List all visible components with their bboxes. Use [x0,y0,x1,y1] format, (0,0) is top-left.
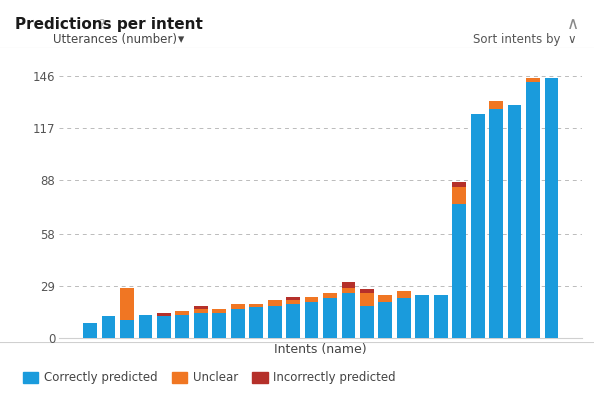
Bar [268,300,282,306]
Bar [175,315,189,338]
Text: Sort intents by  ∨: Sort intents by ∨ [473,33,576,46]
Bar [360,289,374,293]
Bar [231,304,245,309]
Bar [452,187,466,204]
Bar [452,204,466,338]
Text: ▾: ▾ [178,33,185,46]
Bar [194,306,208,309]
Bar [342,282,355,288]
Bar [305,297,318,302]
Legend: Correctly predicted, Unclear, Incorrectly predicted: Correctly predicted, Unclear, Incorrectl… [18,366,401,389]
Bar [157,316,171,338]
Bar [378,302,392,338]
Bar [120,288,134,320]
Text: ?: ? [98,18,105,31]
Bar [342,293,355,338]
Text: Predictions per intent: Predictions per intent [15,17,203,31]
Bar [323,293,337,298]
Bar [526,82,540,338]
Bar [526,78,540,82]
Bar [138,315,153,338]
Bar [508,105,522,338]
Bar [157,313,171,316]
Bar [268,306,282,338]
Bar [194,313,208,338]
Bar [286,297,300,300]
Bar [489,109,503,338]
Bar [415,295,429,338]
Bar [120,320,134,338]
Bar [286,304,300,338]
Text: ∧: ∧ [567,15,579,33]
Bar [212,313,226,338]
Bar [360,293,374,306]
Bar [231,309,245,338]
Bar [434,295,448,338]
Bar [102,316,115,338]
Bar [545,78,558,338]
Bar [452,182,466,187]
Bar [360,306,374,338]
Bar [305,302,318,338]
Bar [286,300,300,304]
Bar [397,298,410,338]
Bar [489,101,503,109]
Bar [342,288,355,293]
Bar [175,311,189,315]
X-axis label: Intents (name): Intents (name) [274,344,367,357]
Bar [249,307,263,338]
Bar [323,298,337,338]
Bar [470,114,485,338]
Text: Utterances (number): Utterances (number) [53,33,178,46]
Bar [83,324,97,338]
Bar [378,295,392,302]
Bar [194,309,208,313]
Bar [212,309,226,313]
Bar [397,291,410,298]
Bar [249,304,263,307]
